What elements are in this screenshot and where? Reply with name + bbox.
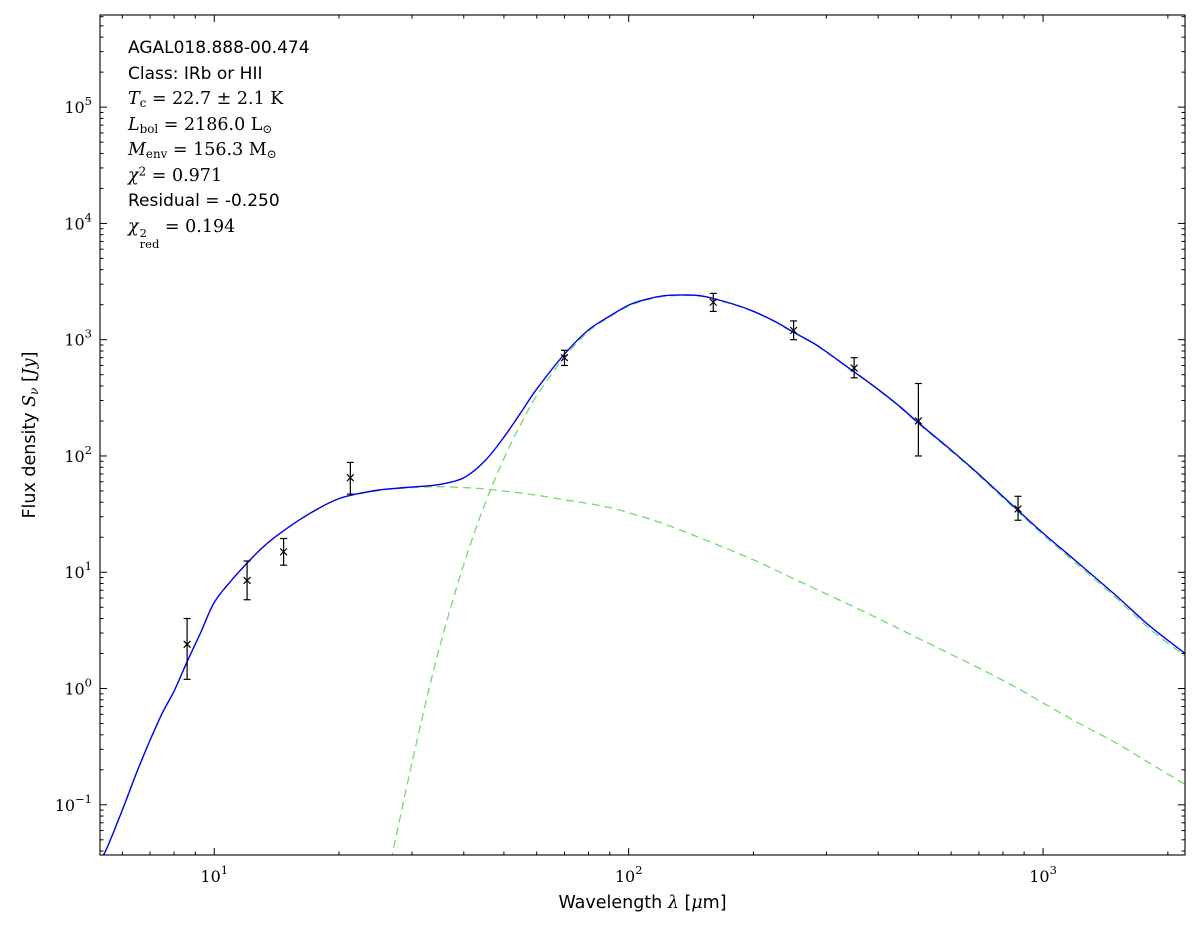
axes-layer — [99, 14, 1186, 856]
svg-text:102: 102 — [64, 443, 92, 466]
annotation-block: AGAL018.888-00.474 Class: IRb or HII Tc … — [128, 36, 310, 250]
data-points-layer — [183, 292, 1022, 680]
dust-temperature-line: Tc = 22.7 ± 2.1 K — [128, 89, 284, 110]
x-axis-label: Wavelength λ [μm] — [558, 893, 727, 913]
source-name: AGAL018.888-00.474 — [128, 38, 310, 58]
data-point — [914, 382, 923, 457]
chi-squared-line: χ2 = 0.971 — [128, 164, 223, 186]
data-point — [789, 320, 798, 341]
total-model-curve — [102, 294, 1185, 855]
cold-greybody-component-curve — [391, 294, 1185, 855]
data-point — [1014, 495, 1022, 521]
svg-text:100: 100 — [64, 676, 92, 699]
data-point — [279, 537, 288, 566]
data-point — [243, 560, 251, 601]
svg-text:101: 101 — [64, 559, 92, 582]
svg-text:104: 104 — [64, 210, 92, 233]
bolometric-luminosity-line: Lbol = 2186.0 L⊙ — [128, 114, 273, 136]
svg-text:10−1: 10−1 — [55, 792, 92, 815]
class-line: Class: IRb or HII — [128, 63, 263, 84]
data-point — [183, 617, 191, 680]
data-point — [346, 461, 355, 495]
svg-text:103: 103 — [1029, 863, 1057, 886]
data-point — [850, 357, 858, 379]
model-curves-layer — [102, 294, 1185, 855]
envelope-mass-line: Menv = 156.3 M⊙ — [128, 140, 277, 161]
svg-text:103: 103 — [64, 327, 92, 350]
svg-text:105: 105 — [64, 94, 92, 117]
data-point — [560, 349, 569, 367]
residual-line: Residual = -0.250 — [128, 191, 280, 211]
warm-component-curve — [102, 486, 1185, 855]
data-point — [709, 292, 718, 313]
svg-text:101: 101 — [200, 863, 228, 886]
reduced-chi-squared-line: χ 2 red = 0.194 — [128, 216, 236, 252]
svg-text:102: 102 — [615, 863, 643, 886]
